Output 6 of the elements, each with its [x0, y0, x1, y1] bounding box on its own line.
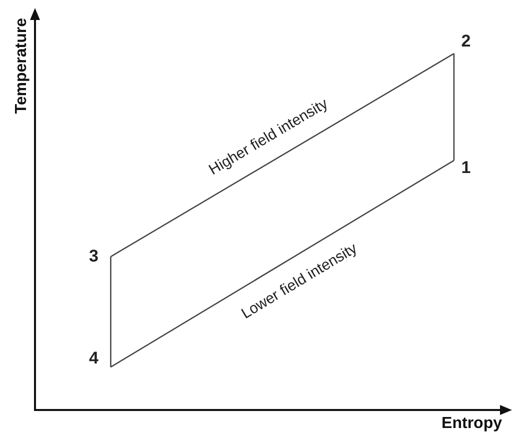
annotation: 3 — [88, 246, 98, 266]
annotation: 1 — [461, 158, 471, 178]
text: 2 — [461, 31, 471, 50]
y-axis-title: Temperature — [13, 18, 30, 114]
x-axis-title: Entropy — [442, 414, 502, 432]
annotation: 4 — [88, 348, 99, 368]
